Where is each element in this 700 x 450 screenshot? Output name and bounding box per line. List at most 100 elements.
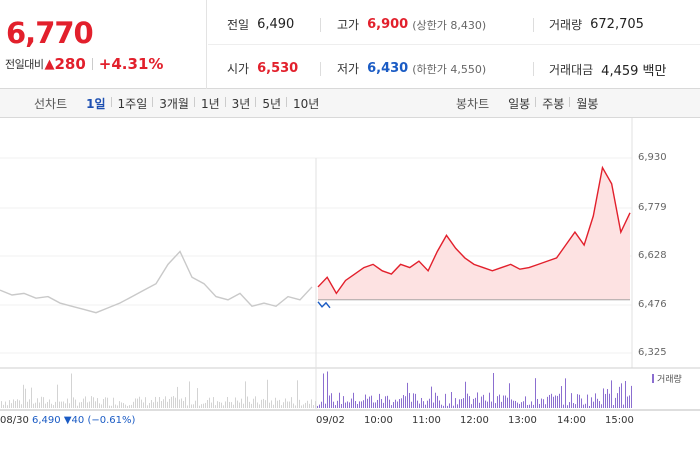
volume-bar bbox=[263, 398, 264, 408]
tab-10year[interactable]: 10년 bbox=[286, 95, 325, 112]
volume-bar bbox=[409, 392, 410, 408]
volume-bar bbox=[455, 398, 456, 408]
tab-5year[interactable]: 5년 bbox=[255, 95, 287, 112]
volume-bar bbox=[227, 396, 228, 408]
chart-canvas[interactable] bbox=[0, 118, 700, 450]
volume-bar bbox=[427, 400, 428, 408]
volume-bar bbox=[265, 400, 266, 408]
volume-stat: 거래량 672,705 bbox=[549, 17, 644, 32]
volume-bar bbox=[597, 398, 598, 408]
volume-bar bbox=[525, 396, 526, 408]
volume-bar bbox=[141, 399, 142, 408]
volume-bar bbox=[517, 402, 518, 408]
volume-bar bbox=[561, 386, 562, 408]
price-summary: 6,770 전일대비 ▲ 280 +4.31% bbox=[0, 0, 207, 89]
volume-bar bbox=[149, 402, 150, 408]
volume-bar bbox=[177, 386, 178, 408]
y-tick-label: 6,779 bbox=[638, 202, 667, 213]
volume-bar bbox=[345, 402, 346, 408]
volume-bar bbox=[201, 404, 202, 408]
volume-bar bbox=[325, 403, 326, 408]
volume-bar bbox=[59, 401, 60, 408]
volume-bar bbox=[225, 401, 226, 408]
volume-bar bbox=[353, 392, 354, 408]
volume-bar bbox=[575, 404, 576, 408]
volume-bar bbox=[117, 405, 118, 408]
x-tick-label: 09/02 bbox=[316, 415, 345, 426]
prev-close: 전일 6,490 bbox=[227, 17, 295, 32]
volume-bar bbox=[355, 401, 356, 408]
open-dip-line bbox=[317, 301, 331, 309]
volume-bar bbox=[295, 405, 296, 408]
volume-bar bbox=[553, 396, 554, 408]
volume-bar bbox=[213, 397, 214, 408]
volume-bar bbox=[581, 398, 582, 408]
volume-bar bbox=[249, 401, 250, 408]
open-price: 시가 6,530 bbox=[227, 61, 299, 76]
volume-bar bbox=[197, 388, 198, 408]
volume-bar bbox=[303, 404, 304, 408]
volume-bar bbox=[375, 402, 376, 408]
volume-bar bbox=[533, 404, 534, 408]
price-chart[interactable]: 6,930 6,779 6,628 6,476 6,325 거래량 08/30 … bbox=[0, 118, 700, 450]
up-arrow-icon: ▲ bbox=[44, 56, 55, 72]
tab-3year[interactable]: 3년 bbox=[224, 95, 257, 112]
price-lines bbox=[0, 165, 631, 314]
volume-bar bbox=[407, 382, 408, 408]
volume-bar bbox=[97, 398, 98, 408]
volume-bar bbox=[259, 404, 260, 408]
tab-1week[interactable]: 1주일 bbox=[110, 95, 154, 112]
volume-bar bbox=[361, 401, 362, 408]
volume-bar bbox=[605, 393, 606, 408]
volume-bar bbox=[555, 395, 556, 408]
tab-monthly[interactable]: 월봉 bbox=[569, 95, 604, 112]
volume-bar bbox=[173, 396, 174, 408]
volume-bar bbox=[569, 402, 570, 408]
volume-bar bbox=[447, 405, 448, 408]
volume-bar bbox=[111, 405, 112, 408]
volume-bar bbox=[253, 398, 254, 408]
divider bbox=[320, 18, 321, 32]
volume-bar bbox=[377, 399, 378, 408]
volume-bar bbox=[343, 396, 344, 408]
volume-bar bbox=[109, 405, 110, 408]
candle-chart-title: 봉차트 bbox=[456, 97, 490, 111]
volume-bar bbox=[613, 405, 614, 408]
volume-bar bbox=[283, 402, 284, 408]
tab-daily[interactable]: 일봉 bbox=[508, 97, 531, 111]
volume-bar bbox=[207, 400, 208, 408]
quote-header: 6,770 전일대비 ▲ 280 +4.31% 전일 6,490 고가 6,90… bbox=[0, 0, 700, 89]
volume-bar bbox=[587, 394, 588, 408]
volume-bar bbox=[83, 398, 84, 408]
volume-bar bbox=[387, 395, 388, 408]
volume-bar bbox=[413, 393, 414, 408]
volume-bar bbox=[223, 405, 224, 408]
tab-1year[interactable]: 1년 bbox=[193, 95, 226, 112]
divider bbox=[533, 18, 534, 32]
tab-weekly[interactable]: 주봉 bbox=[535, 95, 570, 112]
volume-bar bbox=[315, 401, 316, 408]
volume-bar bbox=[191, 404, 192, 408]
volume-bar bbox=[167, 401, 168, 408]
volume-bar bbox=[397, 401, 398, 408]
volume-bar bbox=[5, 401, 6, 408]
volume-bar bbox=[557, 395, 558, 408]
tab-1day[interactable]: 1일 bbox=[86, 97, 106, 111]
low-price: 저가 6,430 (하한가 4,550) bbox=[337, 61, 487, 76]
volume-bar bbox=[147, 405, 148, 408]
tab-3month[interactable]: 3개월 bbox=[152, 95, 195, 112]
volume-bar bbox=[539, 403, 540, 408]
volume-bar bbox=[205, 402, 206, 408]
volume-bar bbox=[603, 388, 604, 408]
volume-bar bbox=[293, 403, 294, 408]
volume-bar bbox=[629, 395, 630, 408]
volume-bar bbox=[383, 402, 384, 408]
volume-bar bbox=[481, 396, 482, 408]
volume-bar bbox=[189, 381, 190, 408]
price-change: 전일대비 ▲ 280 +4.31% bbox=[5, 55, 163, 73]
volume-bar bbox=[153, 402, 154, 408]
volume-bar bbox=[423, 401, 424, 408]
volume-bar bbox=[41, 396, 42, 408]
volume-bar bbox=[289, 401, 290, 408]
volume-bar bbox=[445, 393, 446, 408]
